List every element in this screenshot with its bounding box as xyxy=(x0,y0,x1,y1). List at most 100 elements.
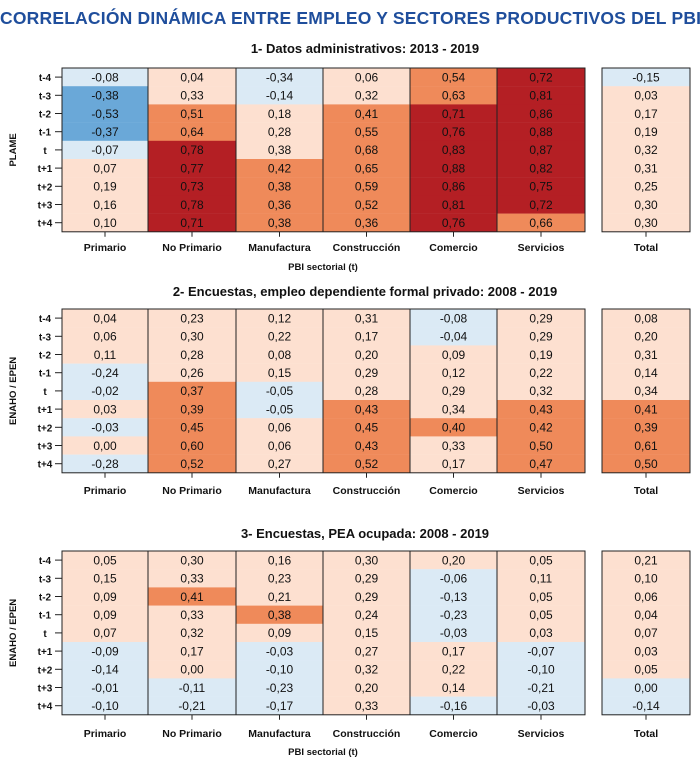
cell-value: 0,22 xyxy=(268,330,292,344)
total-cell xyxy=(602,623,690,643)
total-cell xyxy=(602,678,690,697)
heatmap-cell xyxy=(62,68,148,87)
heatmap-cell xyxy=(323,213,410,232)
total-value: 0,21 xyxy=(634,553,658,567)
cell-value: -0,28 xyxy=(91,457,119,471)
cell-value: 0,29 xyxy=(529,311,553,325)
total-cell xyxy=(602,327,690,346)
heatmap-cell xyxy=(148,327,236,346)
row-label: t-1 xyxy=(39,611,52,622)
heatmap-cell xyxy=(497,381,585,401)
heatmap-cell xyxy=(410,400,497,419)
cell-value: 0,47 xyxy=(529,457,553,471)
heatmap-cell xyxy=(497,454,585,473)
total-value: 0,07 xyxy=(634,626,658,640)
heatmap-cell xyxy=(148,400,236,419)
cell-value: 0,22 xyxy=(442,663,466,677)
cell-value: 0,76 xyxy=(442,125,466,139)
heatmap-cell xyxy=(148,551,236,570)
cell-value: -0,09 xyxy=(91,644,119,658)
cell-value: 0,07 xyxy=(93,161,117,175)
heatmap-cell xyxy=(62,381,148,401)
total-value: 0,17 xyxy=(634,107,658,121)
cell-value: 0,16 xyxy=(268,553,292,567)
cell-value: -0,23 xyxy=(440,608,468,622)
column-label: Servicios xyxy=(518,728,565,740)
heatmap-cell xyxy=(62,122,148,141)
heatmap-cell xyxy=(62,345,148,364)
cell-value: 0,28 xyxy=(180,348,204,362)
cell-value: 0,54 xyxy=(442,70,466,84)
cell-value: 0,86 xyxy=(529,107,553,121)
cell-value: 0,65 xyxy=(355,161,379,175)
column-label: Comercio xyxy=(429,485,477,497)
total-cell xyxy=(602,68,690,87)
heatmap-cell xyxy=(236,436,323,455)
heatmap-cell xyxy=(497,623,585,643)
row-label: t-2 xyxy=(39,593,52,604)
cell-value: 0,42 xyxy=(268,161,292,175)
heatmap-cell xyxy=(410,86,497,105)
total-column-label: Total xyxy=(634,242,658,254)
heatmap-cell xyxy=(236,400,323,419)
heatmap-cell xyxy=(236,104,323,123)
total-cell xyxy=(602,605,690,624)
cell-value: -0,16 xyxy=(440,699,468,713)
column-label: No Primario xyxy=(162,242,222,254)
cell-value: -0,24 xyxy=(91,366,119,380)
heatmap-cell xyxy=(62,363,148,382)
heatmap-cell xyxy=(323,678,410,697)
heatmap-cell xyxy=(323,551,410,570)
total-cell xyxy=(602,569,690,588)
cell-value: -0,11 xyxy=(179,681,206,695)
total-value: 0,00 xyxy=(634,681,658,695)
heatmap-cell xyxy=(236,454,323,473)
heatmap-cell xyxy=(148,660,236,679)
row-label: t+3 xyxy=(38,684,53,695)
heatmap-cell xyxy=(236,623,323,643)
total-cell xyxy=(602,642,690,661)
cell-value: 0,43 xyxy=(529,402,553,416)
total-cell xyxy=(602,140,690,160)
cell-value: 0,43 xyxy=(355,402,379,416)
cell-value: 0,27 xyxy=(355,644,379,658)
heatmap-cell xyxy=(62,104,148,123)
cell-value: 0,24 xyxy=(355,608,379,622)
heatmap-cell xyxy=(410,68,497,87)
heatmap-cell xyxy=(497,660,585,679)
cell-value: 0,33 xyxy=(180,89,204,103)
heatmap-cell xyxy=(410,363,497,382)
cell-value: 0,76 xyxy=(442,216,466,230)
total-cell xyxy=(602,159,690,178)
total-value: 0,30 xyxy=(634,216,658,230)
heatmap-cell xyxy=(323,587,410,606)
cell-value: 0,28 xyxy=(355,384,379,398)
heatmap-cell xyxy=(323,436,410,455)
cell-value: 0,33 xyxy=(355,699,379,713)
column-label: Construcción xyxy=(333,242,401,254)
cell-value: 0,38 xyxy=(268,180,292,194)
cell-value: -0,07 xyxy=(91,143,119,157)
cell-value: 0,11 xyxy=(94,348,117,362)
column-label: Construcción xyxy=(333,485,401,497)
cell-value: 0,28 xyxy=(268,125,292,139)
heatmap-cell xyxy=(62,140,148,160)
total-value: -0,15 xyxy=(632,70,660,84)
cell-value: 0,40 xyxy=(442,421,466,435)
heatmap-cell xyxy=(148,587,236,606)
cell-value: 0,52 xyxy=(180,457,204,471)
cell-value: 0,15 xyxy=(93,572,117,586)
total-value: 0,31 xyxy=(634,161,658,175)
cell-value: 0,34 xyxy=(442,402,466,416)
cell-value: -0,37 xyxy=(91,125,119,139)
total-cell xyxy=(602,345,690,364)
cell-value: -0,10 xyxy=(91,699,119,713)
total-value: 0,31 xyxy=(634,348,658,362)
cell-value: 0,71 xyxy=(442,107,466,121)
heatmap-cell xyxy=(410,454,497,473)
cell-value: -0,07 xyxy=(527,644,555,658)
heatmap-cell xyxy=(148,696,236,715)
total-cell xyxy=(602,696,690,715)
column-label: Servicios xyxy=(518,242,565,254)
row-label: t+1 xyxy=(38,405,53,416)
